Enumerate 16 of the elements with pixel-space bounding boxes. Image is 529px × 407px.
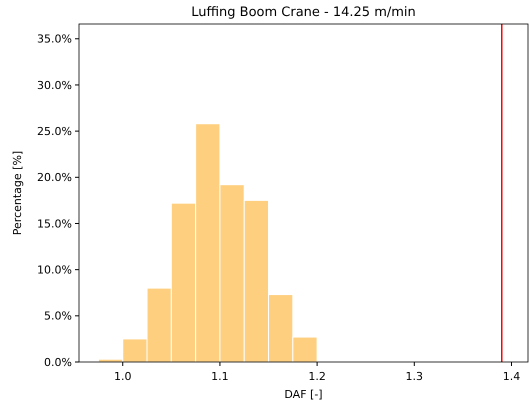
y-tick-label: 5.0%: [44, 310, 72, 323]
x-tick-label: 1.2: [308, 370, 326, 383]
y-tick-label: 25.0%: [37, 124, 72, 138]
y-tick-label: 35.0%: [37, 32, 72, 46]
y-axis-title: Percentage [%]: [11, 150, 24, 236]
x-axis-title: DAF [-]: [284, 388, 323, 401]
y-tick-label: 30.0%: [37, 78, 72, 92]
y-tick-label: 0.0%: [44, 356, 72, 369]
y-tick-label: 10.0%: [37, 264, 72, 276]
y-tick-label: 20.0%: [37, 171, 72, 184]
y-tick-label: 15.0%: [37, 217, 72, 230]
x-tick-label: 1.0: [114, 370, 132, 383]
x-tick-label: 1.3: [406, 370, 424, 383]
x-tick-label: 1.4: [502, 370, 520, 383]
x-tick-label: 1.1: [211, 370, 229, 383]
chart-title: Luffing Boom Crane - 14.25 m/min: [191, 5, 416, 20]
